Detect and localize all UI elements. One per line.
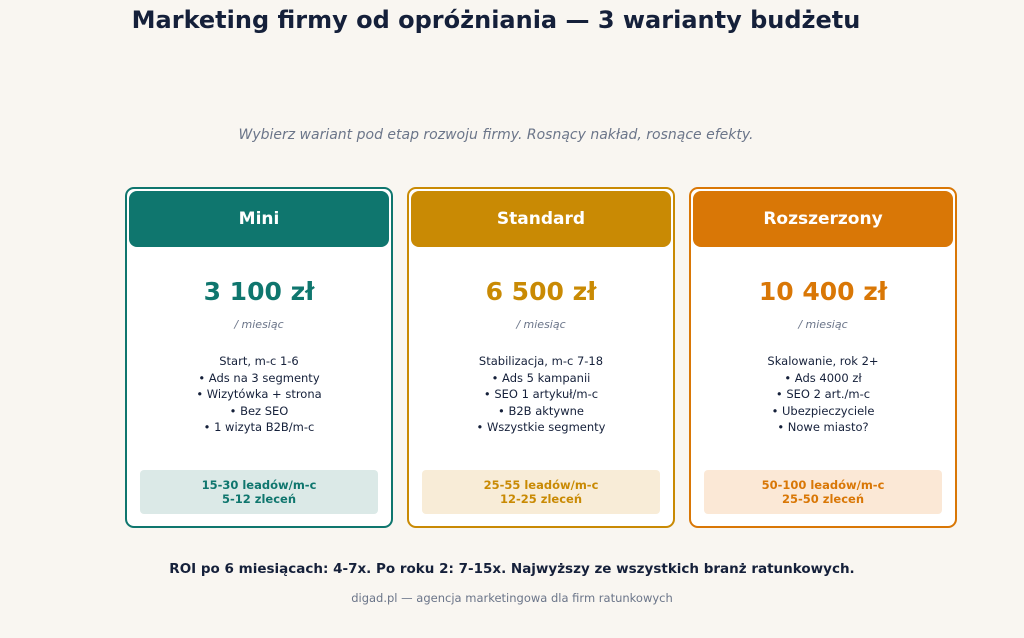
plan-card: Rozszerzony 10 400 zł / miesiąc Skalowanie,…: [689, 187, 957, 528]
feature: Stabilizacja, m-c 7-18: [478, 354, 604, 368]
plan-features: Start, m-c 1-6 • Ads na 3 segmenty • Wizyt…: [127, 353, 391, 436]
feature: • Ads na 3 segmenty: [198, 370, 320, 385]
plan-card: Standard 6 500 zł / miesiąc Stabilizacja, m…: [407, 187, 675, 528]
feature: • Ads 4000 zł: [784, 370, 862, 385]
plan-results: 50-100 leadów/m-c 25-50 zleceń: [704, 470, 942, 514]
plan-period: / miesiąc: [234, 318, 284, 331]
plan-period: / miesiąc: [798, 318, 848, 331]
plan-features: Skalowanie, rok 2+ • Ads 4000 zł • SEO 2 a…: [691, 353, 955, 436]
result: 50-100 leadów/m-c: [761, 478, 885, 492]
plan-price: 6 500 zł: [485, 277, 597, 306]
feature: • Wszystkie segmenty: [476, 420, 606, 434]
plan-price: 10 400 zł: [758, 277, 888, 306]
plan-results: 15-30 leadów/m-c 5-12 zleceń: [140, 470, 378, 514]
feature: Start, m-c 1-6: [219, 354, 299, 368]
result: 15-30 leadów/m-c: [201, 478, 317, 492]
plan-name: Standard: [411, 191, 671, 247]
roi: ROI po 6 miesiącach: 4-7x. Po roku 2: 7-…: [169, 561, 855, 577]
plan-period: / miesiąc: [516, 318, 566, 331]
feature: • 1 wizyta B2B/m-c: [203, 420, 315, 434]
feature: • Wizytówka + strona: [196, 387, 322, 401]
result: 5-12 zleceń: [221, 492, 297, 506]
title: Marketing firmy od opróżniania — 3 waria…: [131, 6, 861, 34]
plan-results: 25-55 leadów/m-c 12-25 zleceń: [422, 470, 660, 514]
feature: • Nowe miasto?: [777, 420, 869, 434]
feature: Skalowanie, rok 2+: [767, 354, 879, 368]
feature: • Ubezpieczyciele: [771, 403, 875, 418]
subtitle: Wybierz wariant pod etap rozwoju firmy. …: [238, 127, 754, 143]
plan-name: Rozszerzony: [693, 191, 953, 247]
result: 25-55 leadów/m-c: [483, 478, 599, 492]
plan-price: 3 100 zł: [203, 277, 315, 306]
feature: • Ads 5 kampanii: [491, 370, 591, 385]
feature: • Bez SEO: [229, 403, 289, 418]
feature: • SEO 2 art./m-c: [775, 387, 871, 401]
plan-card: Mini 3 100 zł / miesiąc Start, m-c 1-6 • Ads…: [125, 187, 393, 528]
credit: digad.pl — agencja marketingowa dla firm…: [351, 591, 673, 605]
feature: • SEO 1 artykuł/m-c: [483, 387, 599, 401]
plan-features: Stabilizacja, m-c 7-18 • Ads 5 kampanii • …: [409, 353, 673, 436]
feature: • B2B aktywne: [498, 403, 584, 418]
result: 12-25 zleceń: [499, 492, 583, 506]
result: 25-50 zleceń: [781, 492, 865, 506]
plan-name: Mini: [129, 191, 389, 247]
